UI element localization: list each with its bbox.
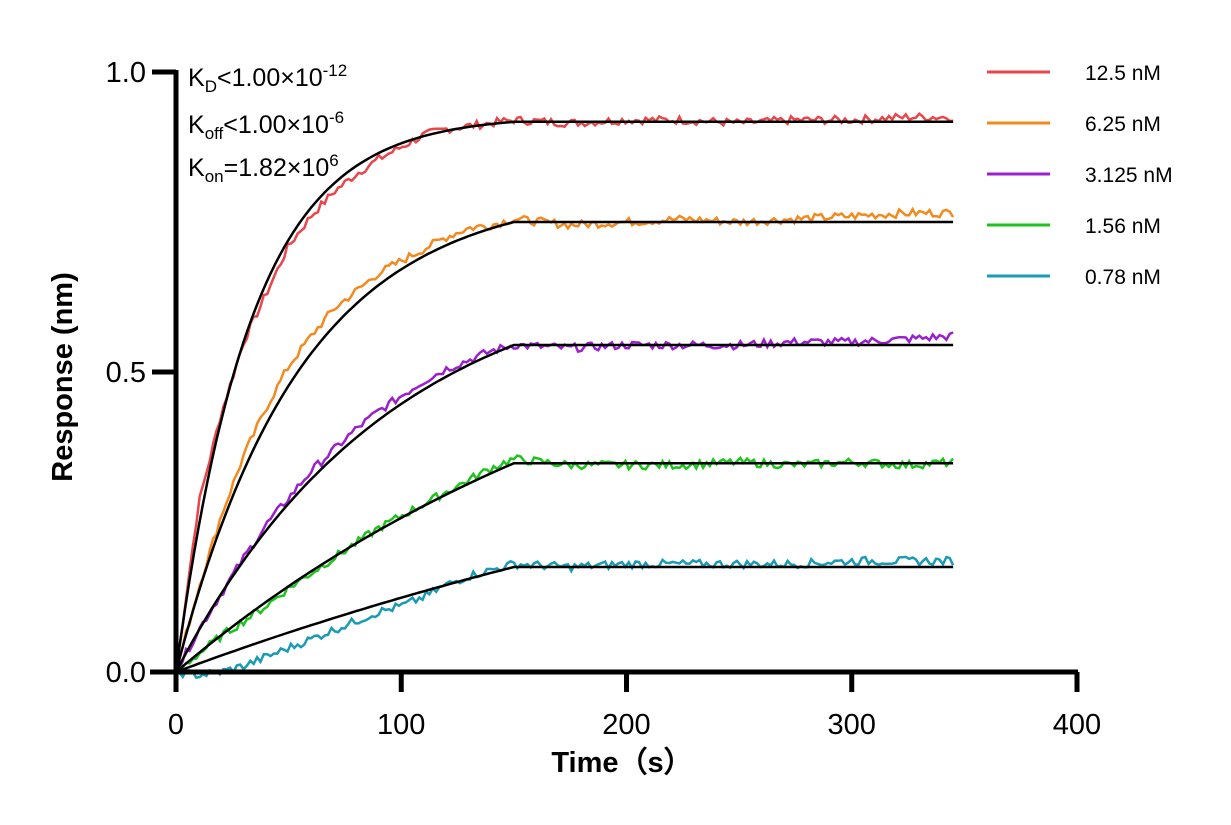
kd-annotation: KD<1.00×10-12 <box>188 61 347 96</box>
koff-annotation: Koff<1.00×10-6 <box>188 108 344 143</box>
series-line-6-25-nM <box>174 206 955 671</box>
legend-label: 0.78 nM <box>1085 266 1161 289</box>
series-line-3-125-nM <box>174 331 954 677</box>
y-tick-label: 0.0 <box>106 657 146 689</box>
series-line-0-78-nM <box>174 555 955 680</box>
series-line-12-5-nM <box>174 111 954 673</box>
x-axis-title: Time（s） <box>551 746 692 779</box>
x-tick-label: 300 <box>828 709 876 741</box>
legend-label: 12.5 nM <box>1085 62 1161 85</box>
series-layer <box>174 111 955 680</box>
y-axis-title: Response (nm) <box>47 272 79 481</box>
x-tick-label: 100 <box>377 709 425 741</box>
y-tick-label: 0.5 <box>106 357 146 389</box>
legend: 12.5 nM 6.25 nM 3.125 nM 1.56 nM 0.78 nM <box>987 62 1173 289</box>
y-ticks: 0.0 0.5 1.0 <box>106 57 176 689</box>
fit-line-12-5-nM <box>174 120 954 673</box>
legend-label: 6.25 nM <box>1085 113 1161 136</box>
legend-label: 1.56 nM <box>1085 215 1161 238</box>
x-tick-label: 0 <box>168 709 184 741</box>
kon-annotation: Kon=1.82×106 <box>188 151 339 186</box>
fit-line-6-25-nM <box>174 220 954 673</box>
fit-line-0-78-nM <box>175 565 954 674</box>
legend-label: 3.125 nM <box>1085 164 1173 187</box>
x-tick-label: 400 <box>1053 709 1101 741</box>
x-ticks: 0 100 200 300 400 <box>168 672 1101 741</box>
x-tick-label: 200 <box>602 709 650 741</box>
y-tick-label: 1.0 <box>106 57 146 89</box>
fit-line-3-125-nM <box>174 343 954 673</box>
fit-curves <box>174 120 954 674</box>
fit-line-1-56-nM <box>175 461 954 673</box>
